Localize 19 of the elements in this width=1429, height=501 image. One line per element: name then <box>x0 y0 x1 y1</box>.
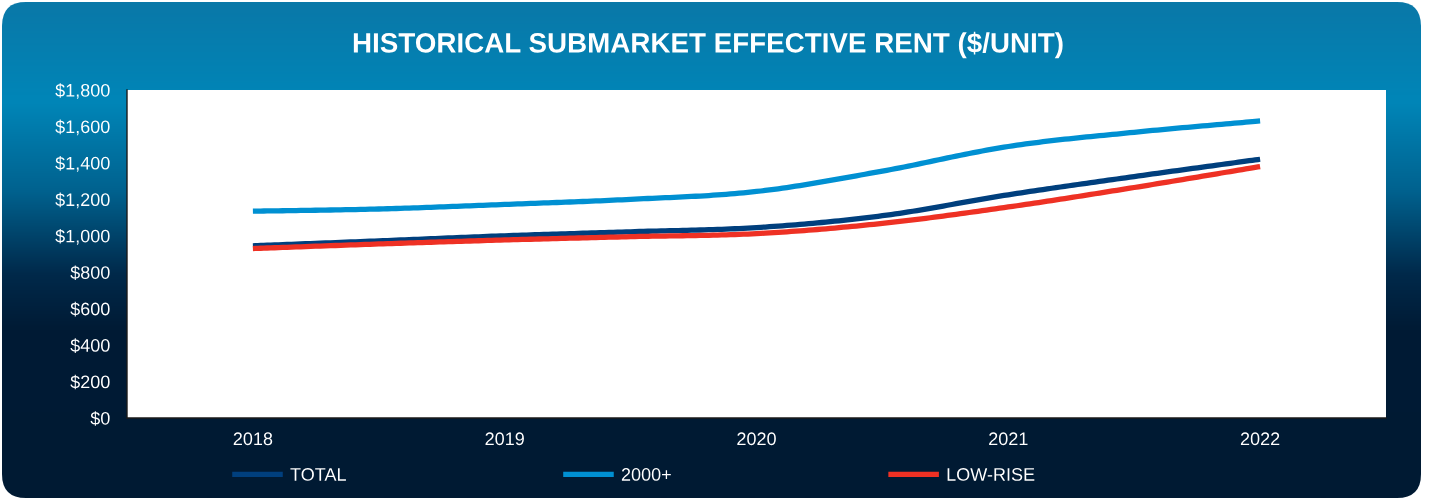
legend-label: 2000+ <box>621 468 671 481</box>
y-tick-label: $200 <box>70 374 110 390</box>
legend-label: LOW-RISE <box>947 468 1035 481</box>
chart-title: HISTORICAL SUBMARKET EFFECTIVE RENT ($/UNIT) <box>353 31 1063 59</box>
x-tick-label: 2020 <box>737 432 776 446</box>
legend-label: TOTAL <box>290 468 346 481</box>
y-tick-label: $1,400 <box>55 156 110 172</box>
x-tick-label: 2019 <box>485 432 524 446</box>
y-tick-label: $800 <box>70 265 110 281</box>
y-tick-label: $600 <box>70 301 110 317</box>
y-tick-label: $400 <box>70 338 110 353</box>
y-tick-label: $1,200 <box>55 192 110 209</box>
y-tick-label: $1,600 <box>55 119 110 136</box>
y-tick-label: $1,000 <box>55 228 110 245</box>
x-tick-label: 2022 <box>1240 432 1280 446</box>
x-tick-label: 2018 <box>233 432 273 446</box>
y-tick-label: $1,800 <box>55 83 110 99</box>
x-tick-label: 2021 <box>989 432 1028 446</box>
y-tick-label: $0 <box>90 411 110 426</box>
